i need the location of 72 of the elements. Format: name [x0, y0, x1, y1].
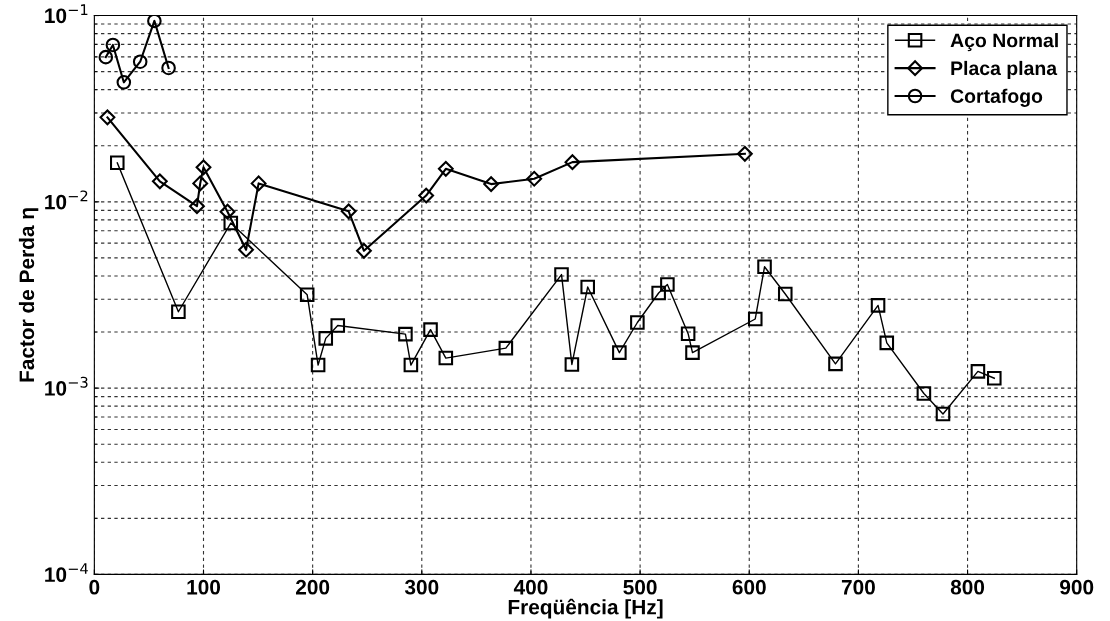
point: [99, 109, 116, 126]
point: [736, 145, 753, 162]
point: [250, 175, 267, 192]
x-tick-label: 200: [295, 579, 330, 595]
point: [330, 318, 346, 333]
point: [161, 60, 176, 76]
point: [685, 345, 700, 360]
point: [777, 286, 793, 302]
point: [171, 304, 186, 320]
point: [580, 279, 595, 295]
point: [238, 241, 254, 258]
point: [970, 364, 986, 379]
point: [340, 203, 357, 220]
point: [398, 326, 413, 342]
point: [870, 298, 886, 313]
point: [109, 155, 125, 171]
point: [612, 345, 627, 360]
point: [189, 198, 205, 215]
point: [310, 357, 326, 373]
point: [116, 75, 132, 90]
point: [437, 160, 454, 177]
point: [438, 350, 454, 366]
point: [132, 54, 148, 70]
legend-label: Aço Normal: [950, 33, 1058, 52]
point: [223, 215, 239, 231]
point: [828, 356, 843, 372]
legend-label: Cortafogo: [950, 88, 1043, 107]
x-tick-label: 600: [732, 579, 766, 595]
point: [916, 386, 932, 401]
point: [747, 311, 763, 327]
point: [680, 326, 696, 341]
point: [356, 242, 372, 259]
legend-label: Placa plana: [951, 60, 1058, 79]
point: [299, 287, 315, 303]
point: [483, 176, 500, 193]
point: [564, 154, 581, 171]
x-tick-label: 900: [1060, 579, 1094, 595]
point: [879, 335, 895, 351]
x-tick-label: 500: [623, 579, 657, 595]
point: [151, 173, 168, 190]
y-tick-label: 10$^{−4}$: [45, 563, 88, 583]
x-axis-title: Freqüência [Hz]: [508, 598, 663, 619]
x-tick-label: 300: [404, 579, 439, 595]
point: [195, 159, 212, 176]
x-tick-label: 0: [89, 579, 100, 595]
point: [564, 357, 580, 372]
point: [98, 49, 114, 65]
point: [651, 285, 666, 301]
point: [757, 259, 772, 275]
y-tick-label: 10$^{−2}$: [45, 190, 88, 210]
y-tick-label: 10$^{−1}$: [45, 4, 88, 24]
y-tick-label: 10$^{−3}$: [45, 376, 88, 396]
x-tick-label: 800: [950, 579, 985, 595]
point: [423, 322, 438, 337]
point: [105, 37, 121, 53]
point: [498, 340, 514, 356]
point: [935, 406, 951, 422]
point: [318, 331, 334, 346]
point: [526, 170, 543, 187]
point: [147, 15, 162, 29]
point: [630, 315, 645, 330]
y-axis-title: Factor de Perda η: [18, 208, 39, 382]
point: [987, 370, 1002, 386]
point: [403, 357, 419, 373]
point: [192, 175, 209, 192]
x-tick-label: 400: [513, 579, 548, 595]
point: [660, 277, 675, 292]
point: [418, 187, 435, 204]
x-tick-label: 100: [187, 579, 221, 595]
point: [554, 267, 569, 282]
point: [219, 203, 236, 220]
x-tick-label: 700: [841, 579, 875, 595]
